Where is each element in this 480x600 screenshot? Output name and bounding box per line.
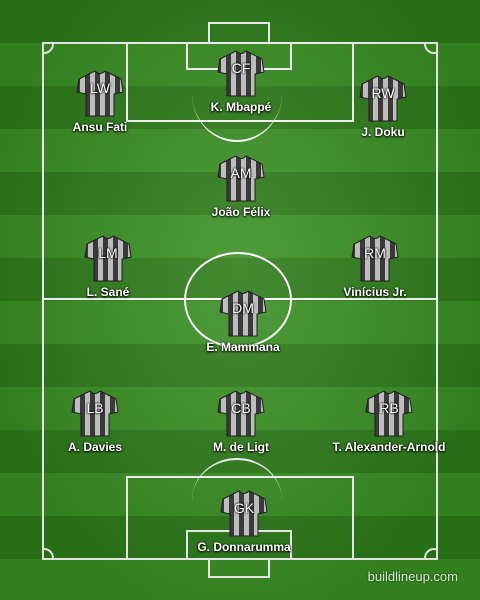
jersey-icon: AM [216, 155, 266, 203]
position-label: GK [233, 500, 255, 516]
player-name: T. Alexander-Arnold [332, 440, 446, 454]
player-name: Vinícius Jr. [343, 285, 407, 299]
bottom-penalty-arc [192, 458, 282, 500]
player-lb[interactable]: LB A. Davies [20, 390, 170, 454]
player-name: E. Mammana [206, 340, 280, 354]
player-name: L. Sané [86, 285, 130, 299]
player-name: M. de Ligt [213, 440, 269, 454]
jersey-icon: CF [216, 50, 266, 98]
jersey-icon: DM [218, 290, 268, 338]
player-cb[interactable]: CB M. de Ligt [166, 390, 316, 454]
jersey-icon: LM [83, 235, 133, 283]
player-name: G. Donnarumma [197, 540, 291, 554]
jersey-icon: CB [216, 390, 266, 438]
player-lm[interactable]: LM L. Sané [33, 235, 183, 299]
position-label: AM [230, 165, 252, 181]
pitch-boundary [42, 42, 438, 560]
jersey-icon: RB [364, 390, 414, 438]
player-rw[interactable]: RW J. Doku [308, 75, 458, 139]
position-label: CF [231, 60, 251, 76]
position-label: LB [86, 400, 104, 416]
player-name: Ansu Fati [72, 120, 128, 134]
position-label: CB [231, 400, 251, 416]
center-circle [184, 252, 292, 348]
jersey-icon: LB [70, 390, 120, 438]
position-label: RB [379, 400, 399, 416]
corner-arc-bottom-right [424, 548, 436, 560]
player-gk[interactable]: GK G. Donnarumma [169, 490, 319, 554]
corner-arc-top-left [42, 42, 54, 54]
player-cf[interactable]: CF K. Mbappé [166, 50, 316, 114]
position-label: RW [371, 85, 395, 101]
jersey-icon: GK [219, 490, 269, 538]
player-name: João Félix [211, 205, 271, 219]
jersey-icon: RM [350, 235, 400, 283]
bottom-goal [208, 558, 270, 578]
top-penalty-arc [192, 94, 282, 142]
top-goal [208, 22, 270, 44]
player-am[interactable]: AM João Félix [166, 155, 316, 219]
jersey-icon: LW [75, 70, 125, 118]
position-label: LW [90, 80, 110, 96]
player-name: A. Davies [67, 440, 123, 454]
site-watermark: buildlineup.com [367, 569, 458, 584]
player-rb[interactable]: RB T. Alexander-Arnold [314, 390, 464, 454]
player-dm[interactable]: DM E. Mammana [168, 290, 318, 354]
player-lw[interactable]: LW Ansu Fati [25, 70, 175, 134]
player-name: J. Doku [361, 125, 405, 139]
jersey-icon: RW [358, 75, 408, 123]
position-label: LM [98, 245, 118, 261]
position-label: RM [364, 245, 386, 261]
position-label: DM [232, 300, 254, 316]
corner-arc-top-right [424, 42, 436, 54]
corner-arc-bottom-left [42, 548, 54, 560]
player-name: K. Mbappé [210, 100, 272, 114]
player-rm[interactable]: RM Vinícius Jr. [300, 235, 450, 299]
